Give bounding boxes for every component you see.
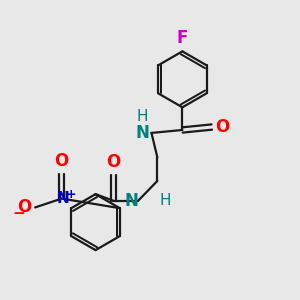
- Text: N: N: [124, 192, 138, 210]
- Text: F: F: [177, 29, 188, 47]
- Text: O: O: [55, 152, 69, 170]
- Text: O: O: [106, 154, 120, 172]
- Text: −: −: [13, 206, 25, 221]
- Text: O: O: [215, 118, 229, 136]
- Text: N: N: [135, 124, 149, 142]
- Text: O: O: [17, 198, 32, 216]
- Text: H: H: [136, 109, 148, 124]
- Text: N: N: [57, 191, 70, 206]
- Text: H: H: [160, 193, 171, 208]
- Text: +: +: [66, 188, 76, 201]
